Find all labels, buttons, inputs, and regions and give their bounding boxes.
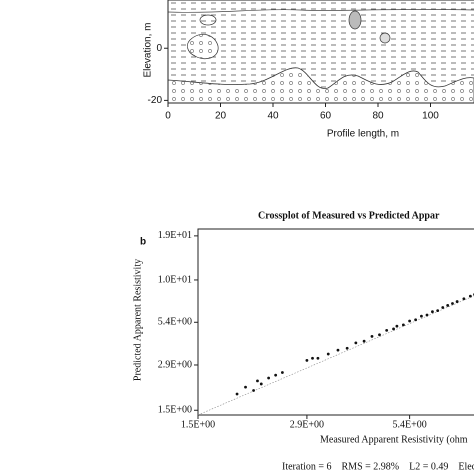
data-point xyxy=(441,306,445,309)
data-point xyxy=(436,309,440,313)
data-point xyxy=(274,373,278,377)
data-point xyxy=(385,328,389,332)
x-tick-label: 0 xyxy=(165,111,171,122)
data-point xyxy=(280,371,284,374)
data-point xyxy=(345,346,349,350)
data-point xyxy=(455,300,459,303)
data-point xyxy=(311,356,314,360)
data-point xyxy=(392,327,395,331)
x-tick-label: 5.4E+00 xyxy=(392,419,426,430)
y-tick-label: 1.5E+00 xyxy=(158,405,192,416)
plot-frame xyxy=(197,228,474,416)
footnote: Iteration = 6 RMS = 2.98% L2 = 0.49 Elec… xyxy=(282,461,474,472)
y-axis-label: Predicted Apparent Resistivity xyxy=(132,259,143,381)
data-point xyxy=(425,313,429,317)
x-tick-label: 100 xyxy=(422,111,439,122)
data-point xyxy=(267,376,271,380)
data-point xyxy=(316,356,320,360)
x-axis-label: Measured Apparent Resistivity (ohm xyxy=(320,434,468,445)
y-tick-label: 2.9E+00 xyxy=(158,359,192,370)
x-tick-label: 2.9E+00 xyxy=(290,419,324,430)
data-point xyxy=(235,392,239,396)
data-point xyxy=(362,339,366,343)
data-point xyxy=(420,314,423,318)
data-point xyxy=(408,319,412,323)
y-tick-label: 1.0E+01 xyxy=(158,274,192,285)
data-point xyxy=(414,318,418,322)
data-point xyxy=(256,379,259,383)
x-tick-label: 60 xyxy=(320,111,332,122)
y-tick-label: 5.4E+00 xyxy=(158,317,192,328)
contour-fill xyxy=(167,0,474,104)
x-tick-label: 20 xyxy=(215,111,227,122)
x-axis-label: Profile length, m xyxy=(327,129,399,140)
x-tick-label: 40 xyxy=(267,111,279,122)
y-tick-label: -20 xyxy=(148,95,163,106)
data-point xyxy=(336,348,340,352)
x-tick-label: 1.5E+00 xyxy=(181,419,215,430)
data-point xyxy=(244,385,247,389)
y-tick-label: 1.9E+01 xyxy=(158,230,192,241)
data-point xyxy=(354,341,358,345)
data-point xyxy=(446,304,450,307)
panel-label: b xyxy=(140,237,146,248)
data-point xyxy=(259,382,263,386)
data-point xyxy=(370,334,374,338)
y-axis-label: Elevation, m xyxy=(143,22,154,77)
data-point xyxy=(395,324,399,328)
data-point xyxy=(305,359,309,362)
data-point xyxy=(378,333,381,337)
x-tick-label: 80 xyxy=(372,111,384,122)
data-point xyxy=(431,310,434,314)
data-point xyxy=(326,352,330,356)
data-point xyxy=(462,297,466,301)
data-point xyxy=(401,323,405,327)
data-point xyxy=(451,302,454,305)
data-point xyxy=(252,389,255,392)
y-tick-label: 0 xyxy=(156,43,162,54)
one-to-one-line xyxy=(197,295,474,416)
data-point xyxy=(468,294,472,298)
chart-title: Crossplot of Measured vs Predicted Appar xyxy=(258,210,440,221)
